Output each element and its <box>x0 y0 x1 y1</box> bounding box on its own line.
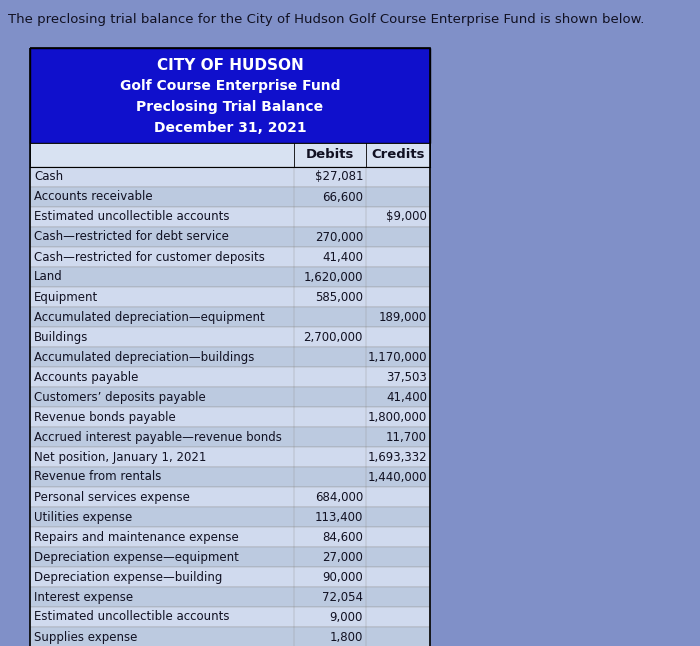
Text: 9,000: 9,000 <box>330 610 363 623</box>
Bar <box>30 527 430 547</box>
Bar <box>30 507 430 527</box>
Text: Credits: Credits <box>371 149 425 162</box>
Text: 113,400: 113,400 <box>314 510 363 523</box>
Text: 66,600: 66,600 <box>322 191 363 203</box>
Bar <box>30 167 430 187</box>
Text: 1,170,000: 1,170,000 <box>368 351 427 364</box>
Text: 41,400: 41,400 <box>386 390 427 404</box>
Text: 37,503: 37,503 <box>386 371 427 384</box>
Bar <box>30 48 430 143</box>
Text: Interest expense: Interest expense <box>34 590 133 603</box>
Bar <box>30 267 430 287</box>
Text: Depreciation expense—equipment: Depreciation expense—equipment <box>34 550 239 563</box>
Text: 27,000: 27,000 <box>322 550 363 563</box>
Text: CITY OF HUDSON: CITY OF HUDSON <box>157 58 303 73</box>
Text: Customers’ deposits payable: Customers’ deposits payable <box>34 390 206 404</box>
Bar <box>30 48 430 646</box>
Text: 90,000: 90,000 <box>322 570 363 583</box>
Bar <box>30 487 430 507</box>
Text: Depreciation expense—building: Depreciation expense—building <box>34 570 223 583</box>
Text: 189,000: 189,000 <box>379 311 427 324</box>
Text: Buildings: Buildings <box>34 331 88 344</box>
Bar <box>30 367 430 387</box>
Text: Cash—restricted for debt service: Cash—restricted for debt service <box>34 231 229 244</box>
Bar <box>30 327 430 347</box>
Bar <box>30 567 430 587</box>
Bar <box>30 427 430 447</box>
Bar <box>30 447 430 467</box>
Text: 2,700,000: 2,700,000 <box>304 331 363 344</box>
Text: Debits: Debits <box>306 149 354 162</box>
Text: 1,800,000: 1,800,000 <box>368 410 427 424</box>
Text: Estimated uncollectible accounts: Estimated uncollectible accounts <box>34 211 230 224</box>
Text: Supplies expense: Supplies expense <box>34 630 137 643</box>
Text: 72,054: 72,054 <box>322 590 363 603</box>
Text: Net position, January 1, 2021: Net position, January 1, 2021 <box>34 450 206 463</box>
Bar <box>30 347 430 367</box>
Text: 1,620,000: 1,620,000 <box>304 271 363 284</box>
Text: $27,081: $27,081 <box>314 171 363 183</box>
Text: $9,000: $9,000 <box>386 211 427 224</box>
Text: Utilities expense: Utilities expense <box>34 510 132 523</box>
Text: Cash: Cash <box>34 171 63 183</box>
Bar <box>30 227 430 247</box>
Text: 270,000: 270,000 <box>315 231 363 244</box>
Text: Golf Course Enterprise Fund: Golf Course Enterprise Fund <box>120 79 340 93</box>
Bar <box>30 467 430 487</box>
Bar <box>30 247 430 267</box>
Text: Equipment: Equipment <box>34 291 98 304</box>
Bar <box>30 627 430 646</box>
Text: 684,000: 684,000 <box>315 490 363 503</box>
Bar <box>30 287 430 307</box>
Bar <box>30 607 430 627</box>
Bar <box>30 387 430 407</box>
Text: Personal services expense: Personal services expense <box>34 490 190 503</box>
Text: 1,693,332: 1,693,332 <box>368 450 427 463</box>
Text: Accumulated depreciation—buildings: Accumulated depreciation—buildings <box>34 351 254 364</box>
Bar <box>30 307 430 327</box>
Bar <box>30 587 430 607</box>
Bar <box>30 143 430 167</box>
Text: Cash—restricted for customer deposits: Cash—restricted for customer deposits <box>34 251 265 264</box>
Bar <box>30 187 430 207</box>
Bar <box>30 547 430 567</box>
Text: 11,700: 11,700 <box>386 430 427 444</box>
Text: The preclosing trial balance for the City of Hudson Golf Course Enterprise Fund : The preclosing trial balance for the Cit… <box>8 13 645 26</box>
Bar <box>30 207 430 227</box>
Text: Revenue from rentals: Revenue from rentals <box>34 470 162 483</box>
Text: December 31, 2021: December 31, 2021 <box>154 121 307 135</box>
Text: Estimated uncollectible accounts: Estimated uncollectible accounts <box>34 610 230 623</box>
Text: 41,400: 41,400 <box>322 251 363 264</box>
Text: Accumulated depreciation—equipment: Accumulated depreciation—equipment <box>34 311 265 324</box>
Bar <box>30 407 430 427</box>
Text: Accrued interest payable—revenue bonds: Accrued interest payable—revenue bonds <box>34 430 282 444</box>
Text: 585,000: 585,000 <box>315 291 363 304</box>
Text: 1,440,000: 1,440,000 <box>368 470 427 483</box>
Text: Repairs and maintenance expense: Repairs and maintenance expense <box>34 530 239 543</box>
Text: Preclosing Trial Balance: Preclosing Trial Balance <box>136 100 323 114</box>
Text: Land: Land <box>34 271 63 284</box>
Text: 1,800: 1,800 <box>330 630 363 643</box>
Text: Revenue bonds payable: Revenue bonds payable <box>34 410 176 424</box>
Text: 84,600: 84,600 <box>322 530 363 543</box>
Text: Accounts receivable: Accounts receivable <box>34 191 153 203</box>
Text: Accounts payable: Accounts payable <box>34 371 139 384</box>
